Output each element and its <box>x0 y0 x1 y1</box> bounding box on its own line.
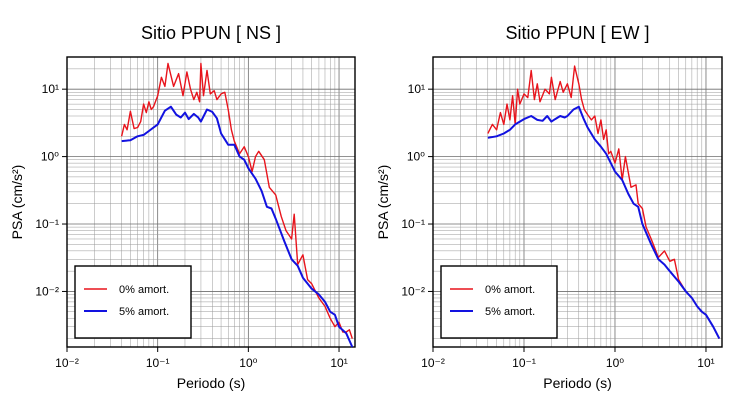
x-tick-label: 10⁻² <box>421 356 445 370</box>
grid <box>432 56 722 347</box>
legend-label: 0% amort. <box>119 284 169 296</box>
tick-marks <box>428 88 707 352</box>
x-tick-label: 10⁻² <box>55 356 79 370</box>
y-tick-label: 10¹ <box>408 82 425 96</box>
legend: 0% amort. 5% amort. <box>440 265 558 339</box>
series-line-0-amort <box>487 65 720 339</box>
panel-ew: 10⁻² 10⁻¹ 10⁰ 10¹ 10⁻² 10⁻¹ 10⁰ 10¹ Sitio PPUN [… <box>375 23 723 391</box>
x-tick-label: 10¹ <box>697 356 714 370</box>
x-axis-label: Periodo (s) <box>177 375 245 391</box>
y-axis-label: PSA (cm/s²) <box>9 165 25 240</box>
x-tick-label: 10⁻¹ <box>146 356 170 370</box>
legend-box <box>74 265 192 339</box>
x-tick-label: 10⁻¹ <box>512 356 536 370</box>
y-axis-label: PSA (cm/s²) <box>375 165 391 240</box>
series-line-5-amort <box>487 105 721 340</box>
series-line-5-amort <box>121 105 354 348</box>
y-tick-label: 10⁻² <box>35 284 59 298</box>
x-tick-label: 10⁰ <box>239 356 257 370</box>
y-tick-label: 10⁰ <box>407 150 425 164</box>
series-line-0-amort <box>120 62 353 339</box>
chart-title: Sitio PPUN [ NS ] <box>141 23 281 43</box>
legend-label: 5% amort. <box>485 306 535 318</box>
tick-marks <box>62 88 340 352</box>
x-tick-label: 10⁰ <box>606 356 624 370</box>
y-tick-label: 10⁻¹ <box>401 217 425 231</box>
panel-ns: 10⁻² 10⁻¹ 10⁰ 10¹ 10⁻² 10⁻¹ 10⁰ 10¹ Sitio PPUN [… <box>9 23 356 391</box>
x-axis-label: Periodo (s) <box>543 375 611 391</box>
legend: 0% amort. 5% amort. <box>74 265 192 339</box>
y-tick-label: 10⁰ <box>41 150 59 164</box>
plot-frame <box>66 56 356 348</box>
chart-title: Sitio PPUN [ EW ] <box>505 23 649 43</box>
legend-label: 0% amort. <box>485 284 535 296</box>
y-tick-label: 10⁻¹ <box>35 217 59 231</box>
y-tick-label: 10⁻² <box>401 284 425 298</box>
x-tick-label: 10¹ <box>330 356 347 370</box>
legend-box <box>440 265 558 339</box>
legend-label: 5% amort. <box>119 306 169 318</box>
plot-frame <box>432 56 723 348</box>
y-tick-label: 10¹ <box>42 82 59 96</box>
grid <box>66 56 355 347</box>
